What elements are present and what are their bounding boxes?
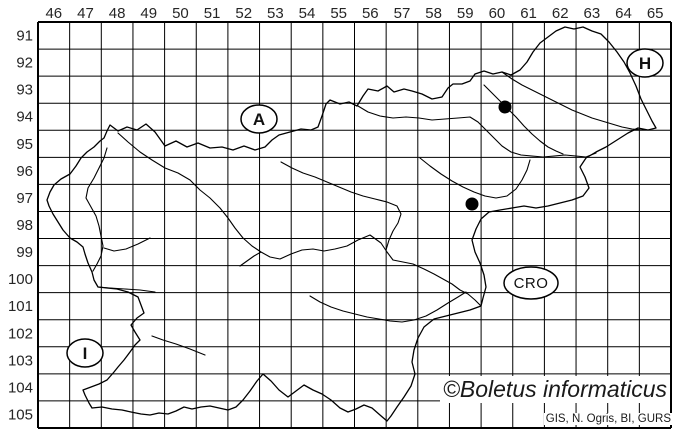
grid-column-label: 50: [172, 5, 189, 22]
grid-column-label: 54: [299, 5, 316, 22]
grid-row-label: 96: [16, 163, 33, 180]
country-ellipse-austria: [240, 104, 278, 134]
grid-row-label: 104: [8, 379, 33, 396]
grid-column-label: 52: [235, 5, 252, 22]
grid-column-label: 63: [584, 5, 601, 22]
grid-row-label: 94: [16, 109, 33, 126]
grid-row-label: 105: [8, 406, 33, 423]
grid-column-label: 49: [140, 5, 157, 22]
grid-column-label: 47: [77, 5, 94, 22]
grid-column-label: 51: [204, 5, 221, 22]
map-outline: [46, 26, 657, 422]
occurrence-dots: [465, 100, 512, 211]
grid-column-label: 60: [489, 5, 506, 22]
grid-row-label: 103: [8, 352, 33, 369]
grid-row-label: 100: [8, 271, 33, 288]
grid-column-label: 62: [552, 5, 569, 22]
grid-column-label: 57: [394, 5, 411, 22]
grid-row-label: 92: [16, 55, 33, 72]
grid-column-label: 48: [109, 5, 126, 22]
grid-column-label: 59: [457, 5, 474, 22]
grid-row-labels: 91 92 93 94 95 96 97 98 99 100 101 102 103 104 105: [8, 28, 33, 424]
grid-row-label: 98: [16, 217, 33, 234]
country-ellipse-croatia: [503, 266, 559, 300]
country-ellipse-hungary: [626, 48, 664, 78]
country-labels: A H CRO I: [66, 48, 664, 368]
grid-column-label: 46: [45, 5, 62, 22]
grid-column-label: 64: [615, 5, 632, 22]
rivers: [85, 71, 651, 356]
grid-column-label: 56: [362, 5, 379, 22]
country-ellipse-italy: [66, 338, 104, 368]
grid-column-labels: 46 47 48 49 50 51 52 53 54 55 56 57 58 59 60 61 62 63 64 65: [45, 5, 663, 22]
grid-column-label: 61: [520, 5, 537, 22]
country-label-hungary: H: [639, 54, 651, 73]
grid-row-label: 93: [16, 82, 33, 99]
grid-row-label: 97: [16, 190, 33, 207]
occurrence-dot: [498, 100, 512, 114]
country-label-croatia: CRO: [514, 275, 549, 292]
grid-column-label: 53: [267, 5, 284, 22]
grid-row-label: 101: [8, 298, 33, 315]
grid-column-label: 55: [330, 5, 347, 22]
country-label-austria: A: [253, 110, 265, 129]
grid-row-label: 95: [16, 136, 33, 153]
occurrence-dot: [465, 197, 479, 211]
copyright-text: ©Boletus informaticus: [439, 376, 670, 403]
grid-column-label: 65: [647, 5, 664, 22]
grid-lines: [37, 21, 672, 429]
slovenia-border: [46, 26, 657, 422]
grid-column-label: 58: [425, 5, 442, 22]
grid-row-label: 91: [16, 28, 33, 45]
grid-row-label: 99: [16, 244, 33, 261]
grid-row-label: 102: [8, 325, 33, 342]
country-label-italy: I: [83, 344, 88, 363]
source-attribution-text: GIS, N. Ogris, BI, GURS: [543, 413, 673, 425]
